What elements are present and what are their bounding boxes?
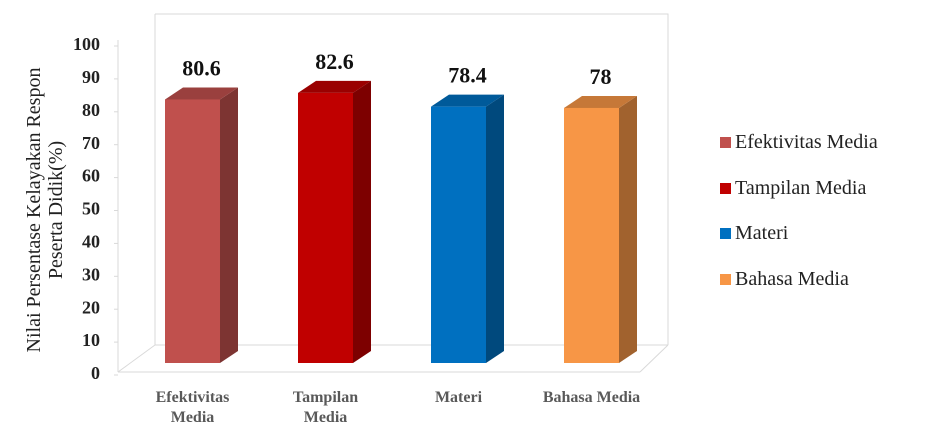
y-axis-label: Nilai Persentase Kelayakan Respon Pesert…	[23, 67, 67, 353]
y-tick-label: 50	[82, 199, 100, 219]
data-label: 78.4	[448, 63, 487, 88]
x-tick-label: Tampilan Media	[292, 389, 359, 426]
bar	[298, 92, 353, 363]
bar-top	[431, 94, 504, 107]
legend-label: Efektivitas Media	[735, 131, 878, 153]
y-tick-label: 80	[82, 100, 100, 120]
floor-edge	[639, 344, 669, 373]
data-label: 80.6	[182, 55, 221, 80]
data-label: 78	[590, 64, 612, 89]
legend-swatch	[720, 137, 731, 148]
y-tick-label: 30	[82, 264, 100, 284]
legend-item: Tampilan Media	[720, 177, 866, 200]
y-tick-label: 100	[73, 34, 100, 54]
bar	[165, 99, 220, 364]
y-tick-label: 10	[82, 330, 100, 350]
y-tick-label: 40	[82, 232, 100, 252]
legend-swatch	[720, 228, 731, 239]
legend-label: Tampilan Media	[735, 176, 867, 199]
bar-top	[165, 87, 238, 100]
y-tick-label: 70	[82, 133, 100, 153]
y-tick-label: 90	[82, 67, 100, 87]
legend-label: Bahasa Media	[735, 267, 849, 290]
back-wall	[155, 13, 669, 345]
legend-swatch	[720, 273, 731, 285]
bar-top	[298, 80, 371, 93]
legend-swatch	[720, 182, 731, 194]
floor-edge	[117, 344, 156, 373]
y-tick-label: 60	[82, 166, 100, 186]
legend-item: Efektivitas Media	[720, 131, 878, 154]
data-label: 82.6	[315, 49, 354, 74]
y-tick-label: 0	[91, 363, 100, 383]
bar	[564, 107, 619, 363]
x-tick-label: Bahasa Media	[542, 389, 641, 406]
legend-item: Materi	[720, 222, 788, 245]
bar-side	[619, 95, 637, 363]
bar-top	[564, 95, 637, 108]
legend-item: Bahasa Media	[720, 268, 849, 291]
bar-side	[353, 80, 371, 363]
x-tick-label: Efektivitas Media	[155, 389, 230, 426]
plot-frame	[117, 13, 669, 373]
y-tick-label: 20	[82, 297, 100, 317]
bar-side	[486, 94, 504, 363]
bar-side	[220, 87, 238, 364]
x-tick-label: Materi	[434, 389, 483, 406]
legend-label: Materi	[735, 222, 789, 244]
bar	[431, 106, 486, 363]
